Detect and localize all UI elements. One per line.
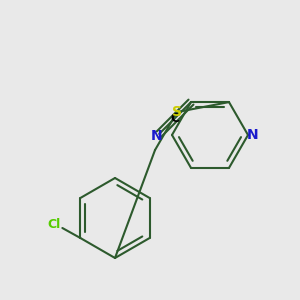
Text: N: N [247,128,259,142]
Text: S: S [172,105,182,119]
Text: N: N [151,129,163,143]
Text: Cl: Cl [48,218,61,232]
Text: C: C [170,112,179,125]
